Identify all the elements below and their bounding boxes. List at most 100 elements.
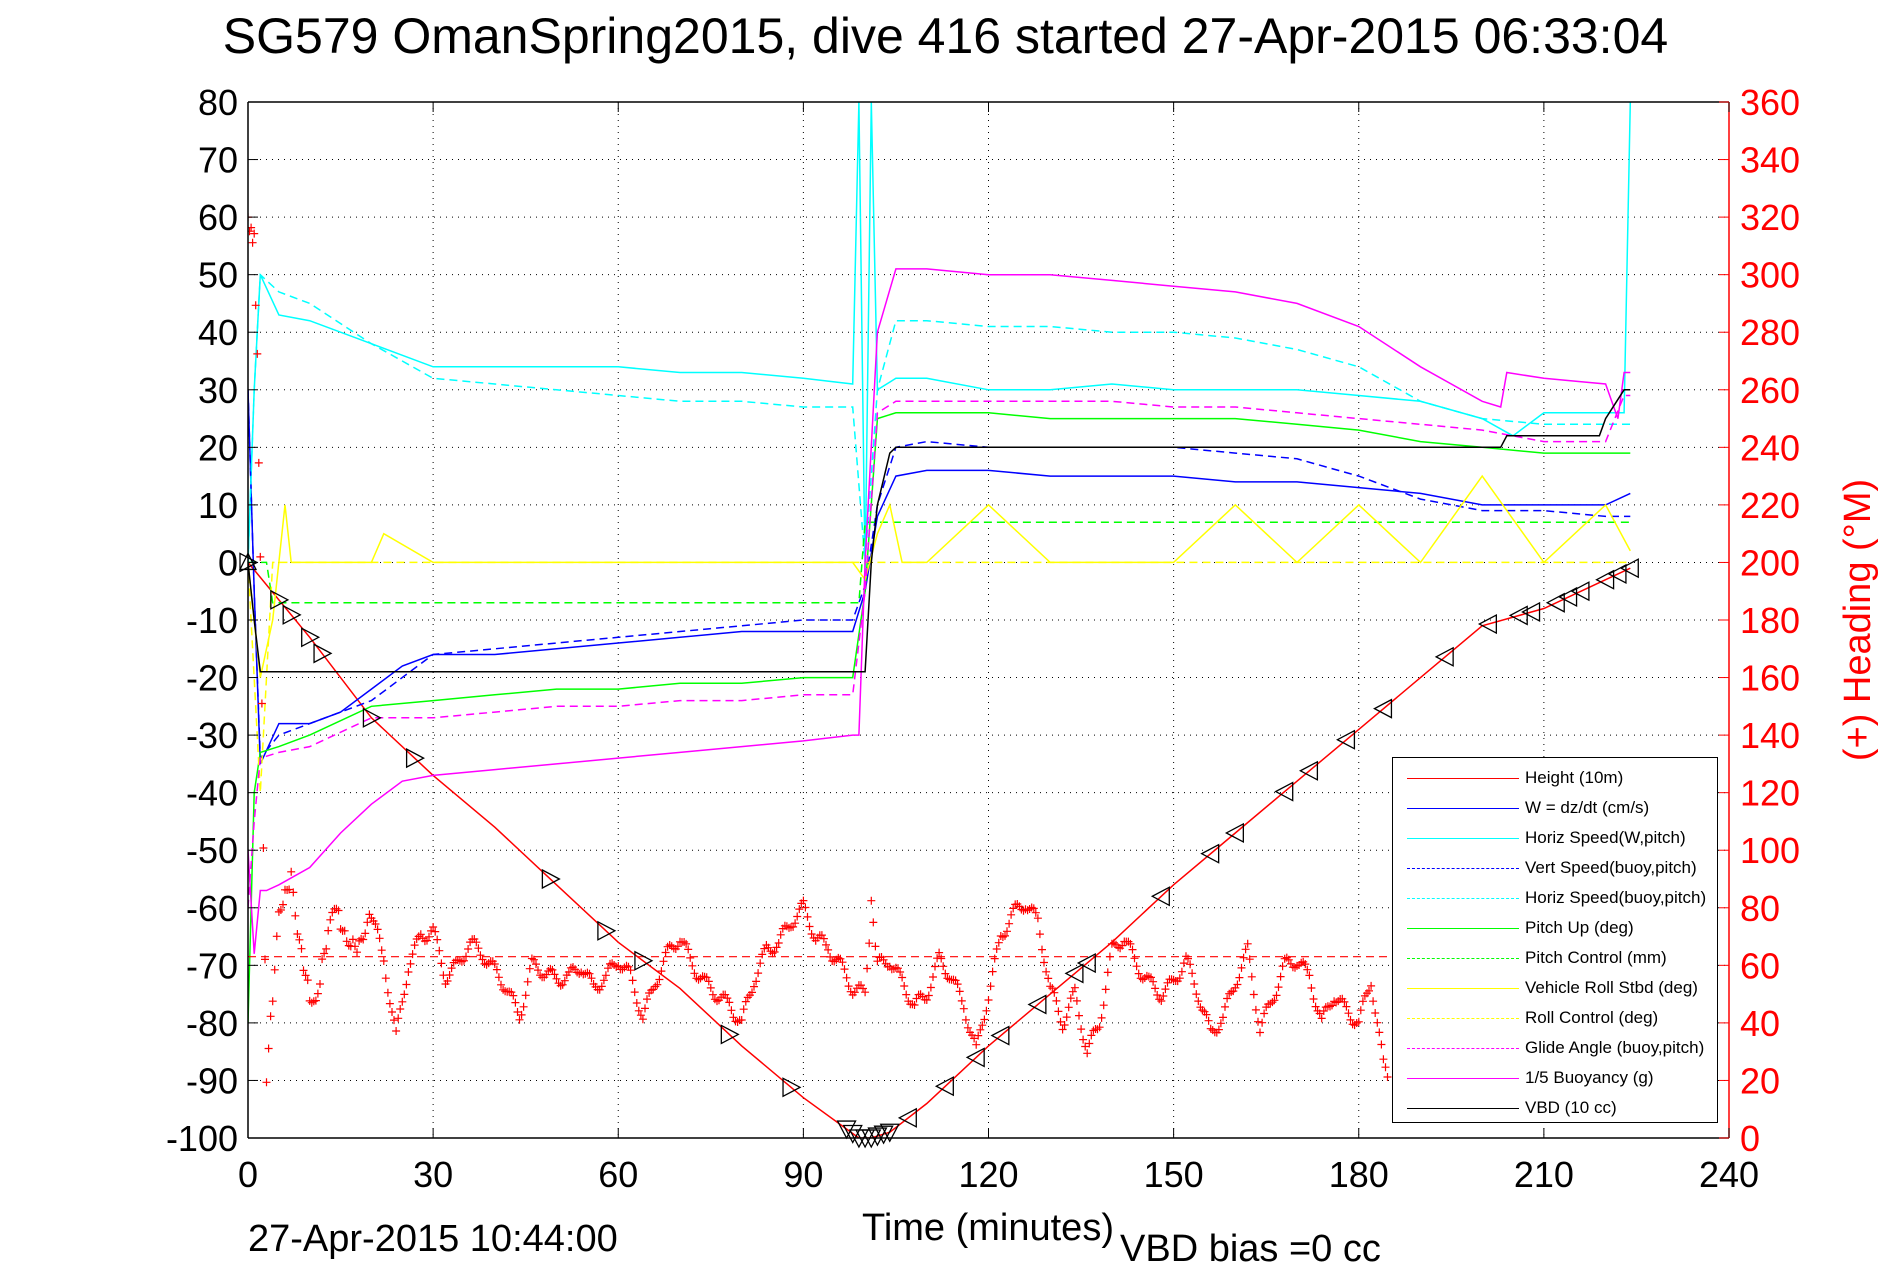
- x-tick-label: 150: [1144, 1154, 1204, 1195]
- y-tick-label: 70: [198, 140, 238, 181]
- heading-point: [785, 923, 793, 932]
- heading-point: [383, 988, 392, 997]
- vbd-marker: [1298, 760, 1319, 781]
- y-tick-label: -10: [186, 600, 238, 641]
- heading-point: [924, 991, 933, 1000]
- heading-point: [297, 944, 306, 953]
- heading-point: [1085, 1039, 1094, 1048]
- heading-point: [429, 923, 438, 931]
- heading-point: [1153, 991, 1162, 999]
- axes-layer: [247, 101, 1730, 1139]
- y-tick-label: -70: [186, 945, 238, 986]
- legend-swatch: [1407, 1078, 1519, 1079]
- heading-point: [318, 955, 327, 964]
- heading-point: [497, 980, 505, 989]
- heading-point: [803, 912, 812, 921]
- heading-point: [1132, 962, 1141, 971]
- heading-point: [622, 961, 631, 970]
- legend-item: Vehicle Roll Stbd (deg): [1393, 974, 1717, 1004]
- heading-point: [1114, 943, 1123, 952]
- heading-point: [499, 985, 508, 994]
- heading-point: [1319, 1007, 1328, 1015]
- heading-point: [548, 965, 557, 974]
- heading-point: [1309, 995, 1318, 1003]
- heading-point: [1346, 1015, 1355, 1024]
- y-tick-label: 50: [198, 255, 238, 296]
- heading-point: [647, 986, 656, 995]
- vbd-marker: [301, 627, 321, 648]
- heading-point: [1365, 986, 1373, 995]
- heading-point: [385, 999, 394, 1008]
- heading-point: [863, 964, 872, 973]
- heading-point: [1118, 941, 1127, 950]
- heading-point: [287, 867, 296, 876]
- heading-point: [1219, 1013, 1227, 1022]
- heading-point: [445, 971, 454, 979]
- y2-tick-label: 0: [1740, 1118, 1760, 1159]
- y2-tick-label: 240: [1740, 427, 1800, 468]
- heading-point: [1227, 987, 1236, 996]
- heading-point: [1023, 906, 1032, 915]
- y-tick-label: 0: [218, 542, 238, 583]
- heading-point: [955, 987, 964, 996]
- y2-tick-label: 80: [1740, 888, 1780, 929]
- vbd-marker: [1545, 592, 1565, 613]
- heading-point: [961, 1015, 970, 1024]
- heading-point: [1097, 1013, 1106, 1022]
- heading-point: [274, 907, 283, 916]
- heading-point: [768, 949, 777, 958]
- vbd-marker: [313, 643, 333, 664]
- heading-point: [1369, 997, 1378, 1006]
- heading-point: [583, 968, 592, 977]
- heading-point: [513, 1008, 522, 1016]
- heading-point: [774, 939, 783, 947]
- heading-point: [1342, 1002, 1351, 1011]
- heading-point: [756, 959, 765, 968]
- heading-point: [550, 970, 559, 979]
- heading-point: [630, 988, 639, 997]
- series-height: [248, 561, 1631, 1138]
- heading-point: [326, 915, 335, 924]
- heading-point: [464, 945, 473, 953]
- heading-point: [390, 1016, 398, 1025]
- heading-point: [365, 910, 374, 919]
- heading-point: [959, 1004, 968, 1013]
- heading-point: [587, 974, 596, 983]
- heading-point: [398, 997, 407, 1006]
- heading-point: [484, 959, 493, 968]
- heading-point: [410, 941, 419, 950]
- heading-point: [859, 984, 867, 993]
- vbd-marker: [720, 1024, 740, 1045]
- heading-point: [313, 989, 322, 998]
- heading-point: [651, 982, 660, 991]
- y-tick-label: -50: [186, 830, 238, 871]
- heading-point: [1081, 1042, 1090, 1051]
- heading-point: [1354, 1017, 1363, 1026]
- heading-point: [1358, 997, 1367, 1006]
- heading-point: [680, 938, 689, 946]
- heading-point: [1101, 985, 1110, 994]
- heading-point: [276, 906, 285, 914]
- heading-point: [1204, 1016, 1213, 1025]
- heading-point: [597, 982, 606, 991]
- y-tick-label: -30: [186, 715, 238, 756]
- heading-point: [1276, 972, 1285, 981]
- series-vehicle_roll: [248, 474, 1631, 678]
- heading-point: [1161, 985, 1170, 994]
- heading-point: [431, 927, 440, 936]
- heading-point: [1050, 988, 1059, 997]
- vbd-marker: [1508, 605, 1528, 626]
- heading-point: [519, 1002, 528, 1011]
- series-horiz_speed_buoy: [248, 273, 1631, 563]
- heading-point: [1186, 960, 1195, 969]
- vbd-marker: [873, 1125, 894, 1145]
- heading-point: [1103, 968, 1112, 977]
- legend-swatch: [1407, 898, 1519, 899]
- heading-point: [564, 968, 573, 976]
- heading-point: [939, 962, 948, 971]
- heading-point: [509, 991, 518, 1000]
- heading-point: [684, 945, 693, 954]
- heading-point: [1291, 963, 1299, 972]
- heading-point: [601, 971, 610, 980]
- heading-point: [653, 980, 662, 989]
